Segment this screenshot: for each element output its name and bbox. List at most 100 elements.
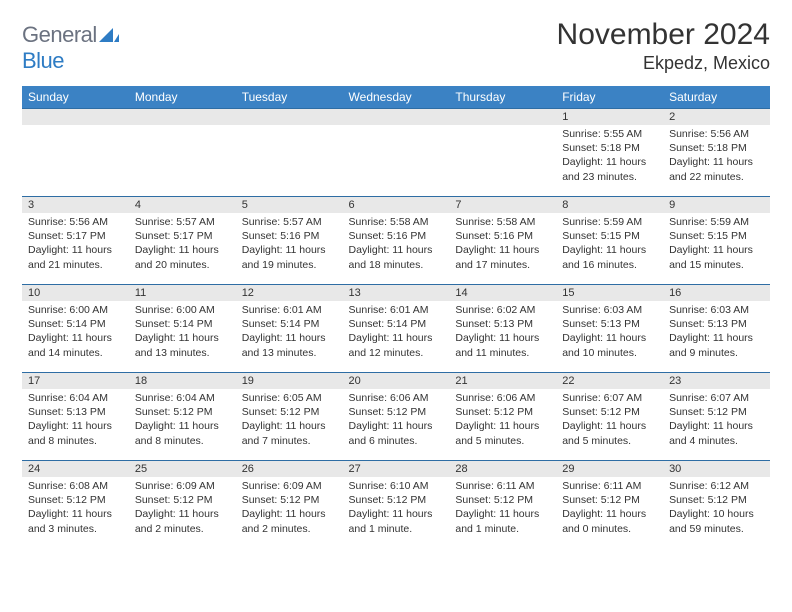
brand-part2: Blue — [22, 48, 64, 73]
sunset-line: Sunset: 5:16 PM — [242, 229, 337, 243]
day-data: Sunrise: 5:58 AMSunset: 5:16 PMDaylight:… — [449, 213, 556, 276]
daylight-line: Daylight: 11 hours and 2 minutes. — [242, 507, 337, 535]
calendar-body: 1Sunrise: 5:55 AMSunset: 5:18 PMDaylight… — [22, 109, 770, 549]
sunrise-line: Sunrise: 6:08 AM — [28, 479, 123, 493]
sunrise-line: Sunrise: 6:12 AM — [669, 479, 764, 493]
daylight-line: Daylight: 11 hours and 5 minutes. — [562, 419, 657, 447]
day-data: Sunrise: 6:11 AMSunset: 5:12 PMDaylight:… — [449, 477, 556, 540]
day-number: 20 — [343, 373, 450, 389]
calendar-day-cell: 15Sunrise: 6:03 AMSunset: 5:13 PMDayligh… — [556, 285, 663, 373]
daylight-line: Daylight: 11 hours and 23 minutes. — [562, 155, 657, 183]
sunrise-line: Sunrise: 6:09 AM — [135, 479, 230, 493]
day-number: 28 — [449, 461, 556, 477]
empty-daynum — [129, 109, 236, 125]
day-data: Sunrise: 5:57 AMSunset: 5:17 PMDaylight:… — [129, 213, 236, 276]
calendar-day-cell: 16Sunrise: 6:03 AMSunset: 5:13 PMDayligh… — [663, 285, 770, 373]
sunrise-line: Sunrise: 6:10 AM — [349, 479, 444, 493]
sunrise-line: Sunrise: 5:59 AM — [669, 215, 764, 229]
day-number: 19 — [236, 373, 343, 389]
calendar-day-cell: 29Sunrise: 6:11 AMSunset: 5:12 PMDayligh… — [556, 461, 663, 549]
daylight-line: Daylight: 11 hours and 22 minutes. — [669, 155, 764, 183]
sunset-line: Sunset: 5:14 PM — [349, 317, 444, 331]
day-data: Sunrise: 6:00 AMSunset: 5:14 PMDaylight:… — [129, 301, 236, 364]
calendar-day-cell — [449, 109, 556, 197]
day-data: Sunrise: 6:00 AMSunset: 5:14 PMDaylight:… — [22, 301, 129, 364]
calendar-day-cell: 25Sunrise: 6:09 AMSunset: 5:12 PMDayligh… — [129, 461, 236, 549]
calendar-day-cell: 9 Sunrise: 5:59 AMSunset: 5:15 PMDaylight… — [663, 197, 770, 285]
daylight-line: Daylight: 11 hours and 16 minutes. — [562, 243, 657, 271]
calendar-day-cell: 4Sunrise: 5:57 AMSunset: 5:17 PMDaylight… — [129, 197, 236, 285]
day-data: Sunrise: 6:10 AMSunset: 5:12 PMDaylight:… — [343, 477, 450, 540]
sunrise-line: Sunrise: 6:02 AM — [455, 303, 550, 317]
day-number: 18 — [129, 373, 236, 389]
day-number: 29 — [556, 461, 663, 477]
day-data: Sunrise: 5:56 AMSunset: 5:17 PMDaylight:… — [22, 213, 129, 276]
daylight-line: Daylight: 11 hours and 15 minutes. — [669, 243, 764, 271]
sunset-line: Sunset: 5:15 PM — [669, 229, 764, 243]
calendar-day-cell: 21Sunrise: 6:06 AMSunset: 5:12 PMDayligh… — [449, 373, 556, 461]
calendar-day-cell: 22Sunrise: 6:07 AMSunset: 5:12 PMDayligh… — [556, 373, 663, 461]
sunrise-line: Sunrise: 5:58 AM — [349, 215, 444, 229]
sunrise-line: Sunrise: 5:58 AM — [455, 215, 550, 229]
day-data: Sunrise: 6:12 AMSunset: 5:12 PMDaylight:… — [663, 477, 770, 540]
day-number: 17 — [22, 373, 129, 389]
daylight-line: Daylight: 10 hours and 59 minutes. — [669, 507, 764, 535]
brand-text: GeneralBlue — [22, 22, 119, 74]
day-data: Sunrise: 5:58 AMSunset: 5:16 PMDaylight:… — [343, 213, 450, 276]
logo-sail-icon — [99, 22, 119, 48]
day-data: Sunrise: 5:59 AMSunset: 5:15 PMDaylight:… — [556, 213, 663, 276]
day-data: Sunrise: 6:06 AMSunset: 5:12 PMDaylight:… — [449, 389, 556, 452]
sunrise-line: Sunrise: 6:01 AM — [242, 303, 337, 317]
day-data: Sunrise: 6:01 AMSunset: 5:14 PMDaylight:… — [236, 301, 343, 364]
sunrise-line: Sunrise: 5:56 AM — [28, 215, 123, 229]
day-number: 9 — [663, 197, 770, 213]
calendar-day-cell — [22, 109, 129, 197]
calendar-day-cell: 2Sunrise: 5:56 AMSunset: 5:18 PMDaylight… — [663, 109, 770, 197]
weekday-header: Thursday — [449, 86, 556, 109]
daylight-line: Daylight: 11 hours and 3 minutes. — [28, 507, 123, 535]
calendar-week-row: 1Sunrise: 5:55 AMSunset: 5:18 PMDaylight… — [22, 109, 770, 197]
day-number: 11 — [129, 285, 236, 301]
sunset-line: Sunset: 5:17 PM — [135, 229, 230, 243]
sunset-line: Sunset: 5:12 PM — [562, 405, 657, 419]
calendar-table: SundayMondayTuesdayWednesdayThursdayFrid… — [22, 86, 770, 549]
sunrise-line: Sunrise: 6:01 AM — [349, 303, 444, 317]
daylight-line: Daylight: 11 hours and 11 minutes. — [455, 331, 550, 359]
month-title: November 2024 — [557, 18, 770, 51]
sunrise-line: Sunrise: 6:00 AM — [135, 303, 230, 317]
calendar-day-cell: 3Sunrise: 5:56 AMSunset: 5:17 PMDaylight… — [22, 197, 129, 285]
daylight-line: Daylight: 11 hours and 19 minutes. — [242, 243, 337, 271]
day-number: 6 — [343, 197, 450, 213]
daylight-line: Daylight: 11 hours and 17 minutes. — [455, 243, 550, 271]
sunrise-line: Sunrise: 6:03 AM — [562, 303, 657, 317]
day-data: Sunrise: 6:09 AMSunset: 5:12 PMDaylight:… — [129, 477, 236, 540]
daylight-line: Daylight: 11 hours and 14 minutes. — [28, 331, 123, 359]
sunset-line: Sunset: 5:14 PM — [28, 317, 123, 331]
sunrise-line: Sunrise: 6:05 AM — [242, 391, 337, 405]
day-number: 26 — [236, 461, 343, 477]
calendar-day-cell — [343, 109, 450, 197]
day-number: 14 — [449, 285, 556, 301]
daylight-line: Daylight: 11 hours and 2 minutes. — [135, 507, 230, 535]
day-number: 2 — [663, 109, 770, 125]
sunrise-line: Sunrise: 5:57 AM — [135, 215, 230, 229]
calendar-day-cell: 14Sunrise: 6:02 AMSunset: 5:13 PMDayligh… — [449, 285, 556, 373]
weekday-header-row: SundayMondayTuesdayWednesdayThursdayFrid… — [22, 86, 770, 109]
day-data: Sunrise: 6:08 AMSunset: 5:12 PMDaylight:… — [22, 477, 129, 540]
calendar-day-cell: 10Sunrise: 6:00 AMSunset: 5:14 PMDayligh… — [22, 285, 129, 373]
day-number: 16 — [663, 285, 770, 301]
daylight-line: Daylight: 11 hours and 10 minutes. — [562, 331, 657, 359]
calendar-day-cell: 11Sunrise: 6:00 AMSunset: 5:14 PMDayligh… — [129, 285, 236, 373]
day-data: Sunrise: 6:11 AMSunset: 5:12 PMDaylight:… — [556, 477, 663, 540]
calendar-day-cell: 12Sunrise: 6:01 AMSunset: 5:14 PMDayligh… — [236, 285, 343, 373]
location: Ekpedz, Mexico — [557, 53, 770, 74]
day-number: 1 — [556, 109, 663, 125]
sunrise-line: Sunrise: 6:06 AM — [455, 391, 550, 405]
daylight-line: Daylight: 11 hours and 8 minutes. — [28, 419, 123, 447]
calendar-day-cell: 24Sunrise: 6:08 AMSunset: 5:12 PMDayligh… — [22, 461, 129, 549]
daylight-line: Daylight: 11 hours and 5 minutes. — [455, 419, 550, 447]
daylight-line: Daylight: 11 hours and 13 minutes. — [135, 331, 230, 359]
day-data: Sunrise: 6:03 AMSunset: 5:13 PMDaylight:… — [556, 301, 663, 364]
day-number: 15 — [556, 285, 663, 301]
daylight-line: Daylight: 11 hours and 12 minutes. — [349, 331, 444, 359]
